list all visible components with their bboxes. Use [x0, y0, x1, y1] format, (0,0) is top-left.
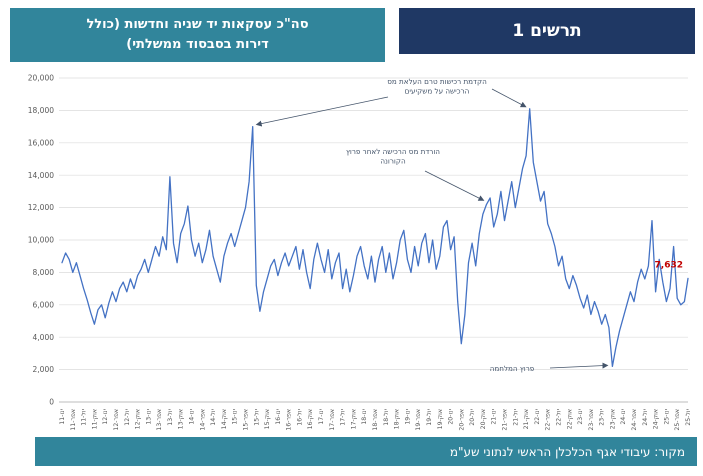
svg-text:6,000: 6,000 — [33, 300, 55, 309]
source-bar: מקור: עיבודי אגף הכלכלן הראשי לנתוני שע"… — [35, 437, 697, 466]
svg-text:ינו-21: ינו-21 — [491, 409, 498, 425]
svg-text:הקדמת רכישות טרם העלאת מס: הקדמת רכישות טרם העלאת מס — [387, 77, 487, 86]
annotation-arrow — [424, 170, 485, 201]
svg-text:ינו-18: ינו-18 — [361, 409, 368, 425]
svg-text:20,000: 20,000 — [28, 74, 54, 83]
svg-text:הקורונה: הקורונה — [380, 157, 406, 166]
svg-text:4,000: 4,000 — [33, 333, 55, 342]
svg-text:יול-16: יול-16 — [296, 409, 303, 426]
svg-text:ינו-14: ינו-14 — [189, 409, 196, 425]
svg-text:יול-11: יול-11 — [81, 409, 88, 426]
svg-text:אפר-25: אפר-25 — [674, 409, 681, 431]
svg-text:יול-13: יול-13 — [167, 409, 174, 426]
svg-text:אוק-24: אוק-24 — [653, 409, 660, 429]
svg-text:14,000: 14,000 — [28, 171, 54, 180]
svg-text:אפר-16: אפר-16 — [286, 409, 293, 431]
svg-text:הרכישה על משקיעים: הרכישה על משקיעים — [405, 87, 470, 96]
svg-text:אוק-15: אוק-15 — [264, 409, 271, 429]
svg-text:אוק-13: אוק-13 — [178, 409, 185, 429]
svg-text:אוק-16: אוק-16 — [307, 409, 314, 429]
svg-text:ינו-20: ינו-20 — [448, 409, 455, 425]
svg-text:אוק-18: אוק-18 — [394, 409, 401, 429]
transactions-line — [61, 108, 689, 368]
svg-text:אפר-24: אפר-24 — [631, 409, 638, 431]
svg-text:יול-23: יול-23 — [599, 409, 606, 426]
chart-title-line2: דירות בסבסוד ממשלתי) — [126, 37, 269, 52]
svg-text:אפר-22: אפר-22 — [545, 409, 552, 431]
svg-text:יול-24: יול-24 — [642, 409, 649, 426]
svg-text:אפר-17: אפר-17 — [329, 409, 336, 431]
svg-text:אפר-15: אפר-15 — [242, 409, 249, 431]
y-axis: 0 2,000 4,000 6,000 8,000 10,000 12,000 14,000 1… — [28, 74, 54, 407]
svg-text:ינו-24: ינו-24 — [620, 409, 627, 425]
chart-title-line1: סה"כ עסקאות יד שניה וחדשות (כולל — [86, 16, 309, 32]
svg-text:אפר-19: אפר-19 — [415, 409, 422, 431]
svg-text:16,000: 16,000 — [28, 138, 54, 147]
figure-number-label: תרשים 1 — [399, 8, 695, 54]
svg-text:יול-25: יול-25 — [685, 409, 692, 426]
svg-text:ינו-16: ינו-16 — [275, 409, 282, 425]
svg-text:ינו-23: ינו-23 — [577, 409, 584, 425]
svg-text:8,000: 8,000 — [33, 268, 55, 277]
svg-text:אפר-12: אפר-12 — [113, 409, 120, 431]
svg-text:הורדת מס הרכישה לאחר פרוץ: הורדת מס הרכישה לאחר פרוץ — [346, 147, 440, 156]
svg-text:אפר-20: אפר-20 — [458, 409, 465, 431]
svg-text:אפר-18: אפר-18 — [372, 409, 379, 431]
svg-text:אפר-14: אפר-14 — [199, 409, 206, 431]
svg-text:ינו-11: ינו-11 — [59, 409, 66, 425]
gridlines — [59, 77, 688, 403]
svg-text:יול-15: יול-15 — [253, 409, 260, 426]
svg-text:יול-12: יול-12 — [124, 409, 131, 426]
svg-text:2,000: 2,000 — [33, 365, 55, 374]
annotation-war-outbreak: פרוץ המלחמה — [490, 362, 609, 373]
svg-text:יול-18: יול-18 — [383, 409, 390, 426]
svg-text:10,000: 10,000 — [28, 236, 54, 245]
svg-text:יול-22: יול-22 — [555, 409, 562, 426]
svg-text:יול-17: יול-17 — [340, 409, 347, 426]
svg-text:ינו-12: ינו-12 — [102, 409, 109, 425]
svg-text:ינו-25: ינו-25 — [663, 409, 670, 425]
svg-text:אפר-13: אפר-13 — [156, 409, 163, 431]
last-value-label: 7,632 — [655, 260, 683, 270]
svg-text:ינו-22: ינו-22 — [534, 409, 541, 425]
svg-text:אוק-21: אוק-21 — [523, 409, 530, 429]
svg-text:יול-14: יול-14 — [210, 409, 217, 426]
svg-text:0: 0 — [49, 398, 54, 407]
svg-text:אפר-23: אפר-23 — [588, 409, 595, 431]
svg-text:אוק-12: אוק-12 — [135, 409, 142, 429]
svg-text:אוק-11: אוק-11 — [91, 409, 98, 429]
svg-text:פרוץ המלחמה: פרוץ המלחמה — [490, 364, 535, 373]
svg-text:אוק-17: אוק-17 — [350, 409, 357, 429]
annotation-arrow — [549, 362, 609, 369]
svg-text:ינו-15: ינו-15 — [232, 409, 239, 425]
svg-text:אפר-21: אפר-21 — [502, 409, 509, 431]
annotation-arrow — [491, 88, 527, 108]
svg-text:אוק-22: אוק-22 — [566, 409, 573, 429]
svg-text:יול-21: יול-21 — [512, 409, 519, 426]
svg-text:יול-19: יול-19 — [426, 409, 433, 426]
svg-text:אוק-20: אוק-20 — [480, 409, 487, 429]
svg-text:אוק-14: אוק-14 — [221, 409, 228, 429]
transactions-line-chart: 0 2,000 4,000 6,000 8,000 10,000 12,000 14,000 1… — [28, 74, 692, 431]
svg-text:יול-20: יול-20 — [469, 409, 476, 426]
svg-text:אוק-19: אוק-19 — [437, 409, 444, 429]
svg-text:אוק-23: אוק-23 — [609, 409, 616, 429]
svg-text:ינו-17: ינו-17 — [318, 409, 325, 425]
svg-text:ינו-13: ינו-13 — [145, 409, 152, 425]
chart-title: סה"כ עסקאות יד שניה וחדשות (כולל דירות ב… — [10, 8, 385, 62]
svg-text:ינו-19: ינו-19 — [404, 409, 411, 425]
svg-text:12,000: 12,000 — [28, 203, 54, 212]
annotation-arrow — [255, 96, 389, 127]
svg-text:18,000: 18,000 — [28, 106, 54, 115]
svg-text:אפר-11: אפר-11 — [70, 409, 77, 431]
